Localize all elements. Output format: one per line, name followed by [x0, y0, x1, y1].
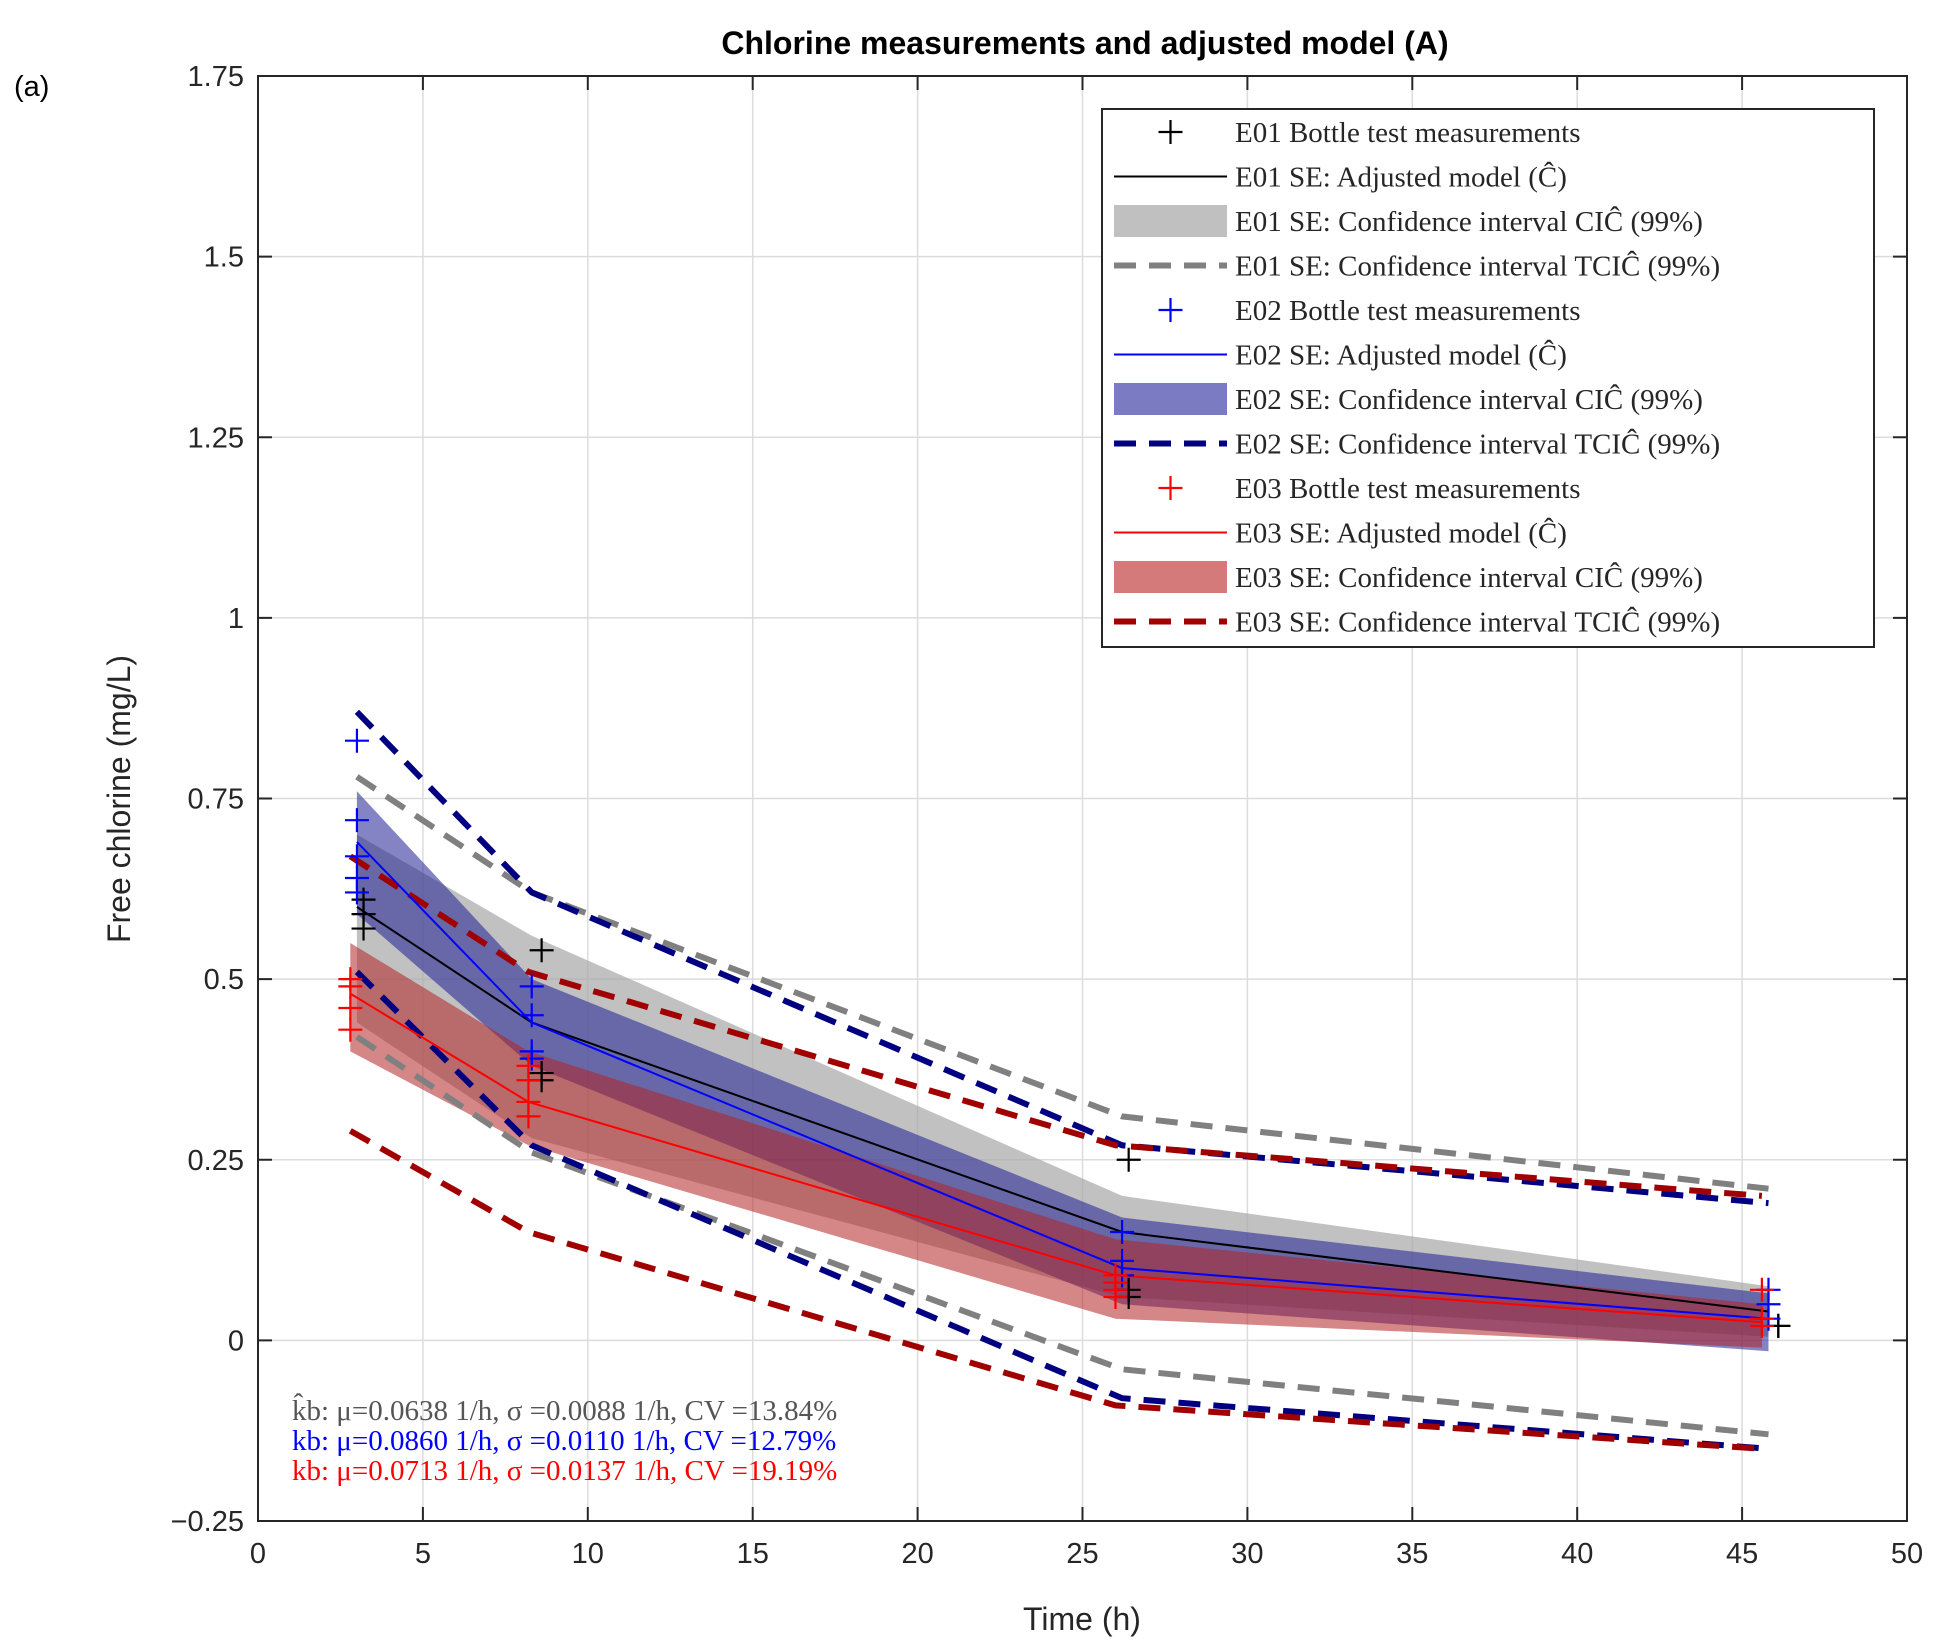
legend-marker-swatch — [1158, 476, 1183, 500]
y-tick-label: 0 — [228, 1325, 244, 1357]
statistics-annotation: kb: μ=0.0860 1/h, σ =0.0110 1/h, CV =12.… — [292, 1425, 836, 1457]
x-tick-label: 30 — [1231, 1538, 1263, 1570]
e03-measurement-point — [338, 996, 363, 1021]
legend-entry-label: E02 SE: Confidence interval CIĈ (99%) — [1235, 383, 1703, 416]
e02-measurement-point — [519, 974, 544, 999]
axis-ticks: 0 5 10 15 20 25 30 35 40 45 50−0.2500.250.50.7511.… — [171, 61, 1924, 1570]
legend-entry-label: E02 SE: Adjusted model (Ĉ) — [1235, 339, 1567, 372]
legend-entry-label: E02 Bottle test measurements — [1235, 295, 1581, 327]
statistics-annotation: k̂b: μ=0.0638 1/h, σ =0.0088 1/h, CV =13… — [292, 1392, 837, 1427]
e01-measurement-point — [1116, 1147, 1141, 1172]
statistics-annotations: k̂b: μ=0.0638 1/h, σ =0.0088 1/h, CV =13… — [292, 1392, 837, 1487]
legend: E01 Bottle test measurements E01 SE: Adju… — [1101, 108, 1875, 648]
legend-entry-label: E02 SE: Confidence interval TCIĈ (99%) — [1235, 428, 1720, 461]
y-tick-label: 1 — [228, 603, 244, 635]
y-tick-label: −0.25 — [171, 1506, 244, 1538]
x-tick-label: 50 — [1891, 1538, 1923, 1570]
y-tick-label: 1.25 — [188, 422, 244, 454]
e02-tci-lower-line — [354, 969, 1769, 1452]
y-tick-label: 1.75 — [188, 61, 244, 93]
e02-model-line — [356, 841, 1769, 1320]
x-tick-label: 25 — [1066, 1538, 1098, 1570]
e02-measurement-point — [1110, 1220, 1135, 1244]
e03-measurement-point — [516, 1068, 541, 1093]
x-tick-label: 20 — [901, 1538, 933, 1570]
legend-entry-label: E01 Bottle test measurements — [1235, 117, 1581, 149]
legend-entry-label: E01 SE: Confidence interval TCIĈ (99%) — [1235, 250, 1720, 283]
panel-label: (a) — [14, 71, 49, 103]
e02-measurement-point — [344, 844, 369, 869]
y-tick-label: 0.75 — [188, 784, 244, 816]
e03-measurement-point — [338, 1017, 363, 1042]
legend-entry-label: E01 SE: Adjusted model (Ĉ) — [1235, 161, 1567, 194]
e01-tci-lower-line — [355, 1034, 1769, 1438]
legend-entry-label: E03 Bottle test measurements — [1235, 473, 1581, 505]
legend-box — [1101, 108, 1875, 648]
y-tick-label: 0.5 — [204, 964, 244, 996]
e02-measurement-point — [344, 808, 369, 833]
plot-title: Chlorine measurements and adjusted model… — [721, 25, 1448, 61]
x-tick-label: 0 — [250, 1538, 266, 1570]
x-tick-label: 45 — [1726, 1538, 1758, 1570]
legend-band-swatch — [1114, 561, 1227, 593]
legend-marker-swatch — [1158, 298, 1183, 322]
x-axis-label: Time (h) — [1023, 1601, 1141, 1637]
e03-tci-lower-line — [348, 1128, 1763, 1452]
statistics-annotation: kb: μ=0.0713 1/h, σ =0.0137 1/h, CV =19.… — [292, 1455, 837, 1487]
x-tick-label: 35 — [1396, 1538, 1428, 1570]
e02-tci-upper-line — [354, 709, 1769, 1207]
e01-measurement-point — [529, 938, 554, 963]
e01-tci-upper-line — [355, 774, 1769, 1192]
legend-entry-label: E01 SE: Confidence interval CIĈ (99%) — [1235, 205, 1703, 238]
e03-measurement-point — [1749, 1313, 1774, 1338]
y-tick-label: 0.25 — [188, 1145, 244, 1177]
e02-measurement-point — [519, 1003, 544, 1028]
legend-entry-label: E03 SE: Confidence interval CIĈ (99%) — [1235, 561, 1703, 594]
e03-measurement-point — [516, 1104, 541, 1129]
x-tick-label: 5 — [415, 1538, 431, 1570]
x-tick-label: 10 — [572, 1538, 604, 1570]
x-tick-label: 40 — [1561, 1538, 1593, 1570]
e01-model-line — [356, 906, 1769, 1313]
e03-measurement-point — [1103, 1285, 1128, 1310]
e01-measurement-point — [351, 916, 376, 941]
legend-entry-label: E03 SE: Confidence interval TCIĈ (99%) — [1235, 606, 1720, 639]
e03-model-line — [349, 992, 1762, 1324]
y-tick-label: 1.5 — [204, 242, 244, 274]
legend-band-swatch — [1114, 205, 1227, 237]
e02-measurement-point — [344, 880, 369, 905]
plot-area — [338, 709, 1791, 1452]
x-tick-label: 15 — [737, 1538, 769, 1570]
e02-measurement-point — [344, 728, 369, 753]
legend-band-swatch — [1114, 383, 1227, 415]
e03-tci-upper-line — [348, 853, 1763, 1199]
legend-entry-label: E03 SE: Adjusted model (Ĉ) — [1235, 517, 1567, 550]
y-axis-label: Free chlorine (mg/L) — [101, 655, 137, 943]
e03-measurement-point — [1749, 1277, 1774, 1302]
legend-marker-swatch — [1158, 120, 1183, 144]
e03-measurement-point — [338, 974, 363, 999]
